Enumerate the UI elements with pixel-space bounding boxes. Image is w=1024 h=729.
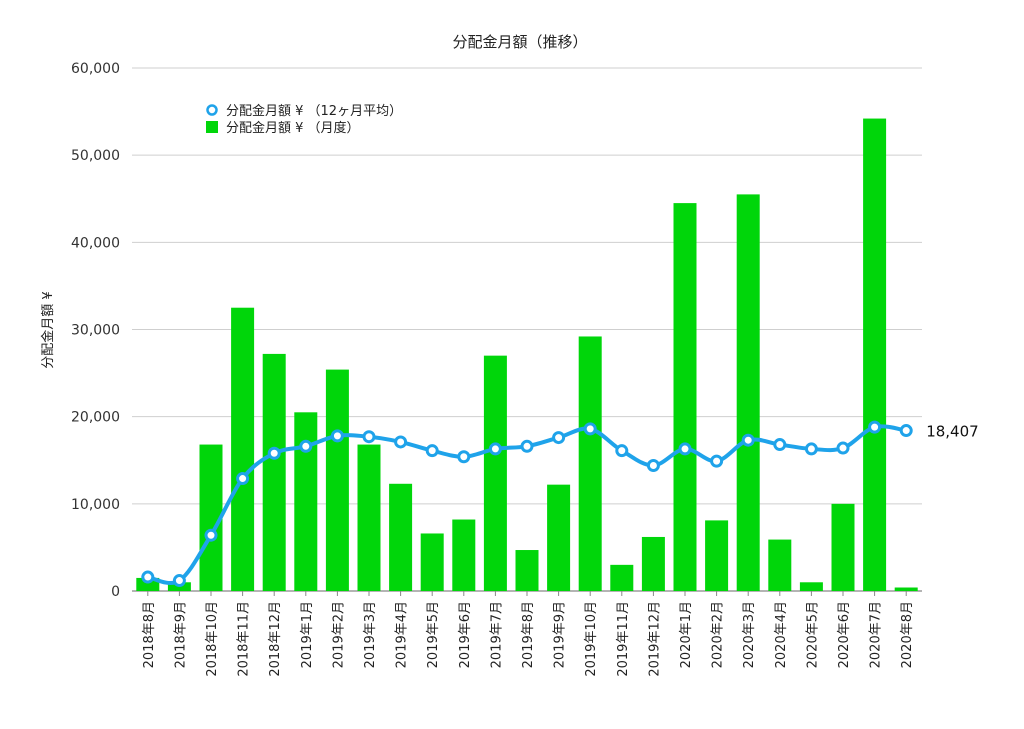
chart-title: 分配金月額（推移） xyxy=(452,33,587,51)
y-axis-ticks: 0 10,000 20,000 30,000 40,000 50,000 60,000 xyxy=(71,61,120,600)
line-point xyxy=(615,444,629,458)
y-tick-label: 60,000 xyxy=(71,61,120,77)
bar xyxy=(136,577,160,591)
x-tick-label: 2019年2月 xyxy=(331,601,346,668)
bar xyxy=(831,503,855,591)
bar xyxy=(357,444,381,591)
x-axis-ticks: 2018年8月 2018年9月 2018年10月 2018年11月 2018年12月 20… xyxy=(142,591,915,677)
bar-series xyxy=(136,118,918,591)
x-tick-label: 2019年1月 xyxy=(300,601,315,668)
y-tick-label: 0 xyxy=(111,584,120,600)
x-tick-label: 2020年1月 xyxy=(679,601,694,668)
bar xyxy=(641,536,665,591)
x-tick-label: 2020年4月 xyxy=(774,601,789,668)
line-point xyxy=(204,528,218,542)
legend-bar-label: 分配金月額 ¥ （月度） xyxy=(226,120,360,136)
x-tick-label: 2019年7月 xyxy=(489,601,504,668)
bar xyxy=(231,307,255,591)
x-tick-label: 2019年9月 xyxy=(553,601,568,668)
line-point xyxy=(457,450,471,464)
line-series xyxy=(141,420,913,588)
bar xyxy=(768,539,792,591)
y-tick-label: 20,000 xyxy=(71,410,120,426)
line-point xyxy=(362,430,376,444)
bar xyxy=(673,203,697,591)
bar xyxy=(610,564,634,591)
line-point xyxy=(330,429,344,443)
line-point xyxy=(299,439,313,453)
legend-bar-swatch xyxy=(206,121,218,133)
line-point xyxy=(583,422,597,436)
bar xyxy=(863,118,887,591)
line-point xyxy=(646,458,660,472)
y-tick-label: 50,000 xyxy=(71,148,120,164)
x-tick-label: 2020年8月 xyxy=(900,601,915,668)
bar xyxy=(736,194,760,591)
y-tick-label: 30,000 xyxy=(71,323,120,339)
x-tick-label: 2020年3月 xyxy=(742,601,757,668)
line-point xyxy=(804,442,818,456)
y-axis-title: 分配金月額 ¥ xyxy=(40,291,56,368)
line-point xyxy=(678,442,692,456)
x-tick-label: 2019年4月 xyxy=(395,601,410,668)
line-point xyxy=(741,433,755,447)
x-tick-label: 2019年5月 xyxy=(426,601,441,668)
line-point xyxy=(488,442,502,456)
bar xyxy=(894,587,918,591)
y-tick-label: 40,000 xyxy=(71,235,120,251)
bar xyxy=(199,444,223,591)
x-tick-label: 2020年7月 xyxy=(869,601,884,668)
last-value-label: 18,407 xyxy=(926,423,979,441)
x-tick-label: 2020年6月 xyxy=(837,601,852,668)
x-tick-label: 2018年10月 xyxy=(205,601,220,677)
legend-line-label: 分配金月額 ¥ （12ヶ月平均） xyxy=(226,103,402,119)
line-point xyxy=(520,439,534,453)
bar xyxy=(578,336,602,591)
bar xyxy=(705,520,729,591)
x-tick-label: 2018年8月 xyxy=(142,601,157,668)
bar xyxy=(325,369,349,591)
line-point xyxy=(773,438,787,452)
x-tick-label: 2019年10月 xyxy=(584,601,599,677)
line-point xyxy=(710,454,724,468)
bar xyxy=(452,519,476,591)
x-tick-label: 2019年11月 xyxy=(616,601,631,677)
line-point xyxy=(172,574,186,588)
line-point xyxy=(899,424,913,438)
x-tick-label: 2019年8月 xyxy=(521,601,536,668)
legend-line-marker xyxy=(206,104,218,116)
x-tick-label: 2018年12月 xyxy=(268,601,283,677)
bar xyxy=(420,533,444,591)
bar xyxy=(262,353,286,591)
line-point xyxy=(836,441,850,455)
x-tick-label: 2019年6月 xyxy=(458,601,473,668)
line-point xyxy=(141,570,155,584)
legend: 分配金月額 ¥ （12ヶ月平均） 分配金月額 ¥ （月度） xyxy=(206,103,402,136)
line-point xyxy=(552,431,566,445)
bar xyxy=(515,550,539,591)
x-tick-label: 2018年9月 xyxy=(173,601,188,668)
x-tick-label: 2019年12月 xyxy=(647,601,662,677)
line-point xyxy=(267,446,281,460)
x-tick-label: 2020年2月 xyxy=(711,601,726,668)
line-point xyxy=(394,435,408,449)
line-point xyxy=(236,472,250,486)
y-tick-label: 10,000 xyxy=(71,497,120,513)
bar xyxy=(547,484,571,591)
bar xyxy=(799,582,823,591)
bar xyxy=(389,483,413,591)
line-point xyxy=(425,444,439,458)
bar xyxy=(294,412,318,591)
x-tick-label: 2019年3月 xyxy=(363,601,378,668)
line-point xyxy=(868,420,882,434)
bar xyxy=(483,355,507,591)
x-tick-label: 2018年11月 xyxy=(237,601,252,677)
x-tick-label: 2020年5月 xyxy=(805,601,820,668)
